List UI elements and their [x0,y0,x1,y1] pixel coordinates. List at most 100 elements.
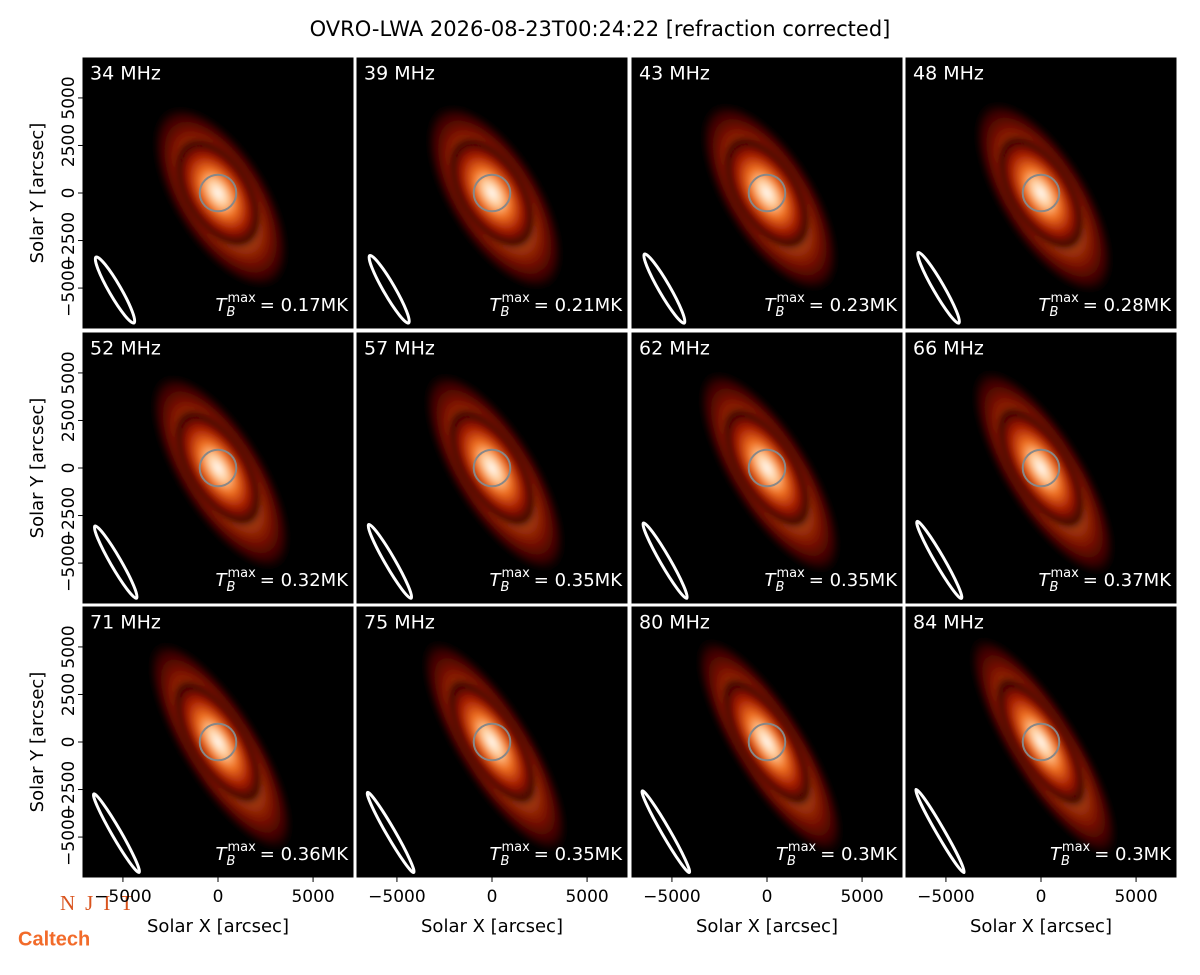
x-tick-label: −5000 [917,887,975,907]
tb-symbol: T [490,570,503,591]
emission [149,372,292,572]
panel-title: 57 MHz [364,338,435,360]
y-tick-label: −5000 [59,259,79,317]
y-tick-label: 0 [59,463,79,474]
tb-value: = 0.35MK [534,570,623,591]
panel [632,333,902,603]
x-tick-label: 0 [762,887,773,907]
tb-symbol: T [490,295,503,316]
tb-superscript: max [501,840,530,855]
emission [420,637,569,855]
panel [357,607,627,877]
y-tick-label: 0 [59,737,79,748]
y-tick-label: −5000 [59,808,79,866]
x-axis-label: Solar X [arcsec] [696,916,838,937]
x-tick-label: −5000 [368,887,426,907]
panel-frame [356,57,628,329]
tb-subscript: B [1061,854,1070,869]
solar-disk [747,173,787,213]
tb-value: = 0.3MK [1094,844,1172,865]
y-tick-label: −2500 [59,212,79,270]
tb-subscript: B [227,305,236,320]
x-axis-label: Solar X [arcsec] [970,916,1112,937]
tb-max-label: TBmax = 0.3MK [776,840,898,869]
y-tick-label: −2500 [59,487,79,545]
x-tick-label: 5000 [565,887,608,907]
panel [906,607,1176,877]
panel [83,333,353,603]
y-tick-label: 2500 [59,124,79,167]
panel-title: 80 MHz [639,612,710,634]
tb-value: = 0.28MK [1083,295,1172,316]
tb-subscript: B [501,305,510,320]
beam [641,521,689,600]
emission-core [995,676,1087,808]
beam [916,250,961,325]
panel-frame [631,332,903,604]
tb-superscript: max [1050,291,1079,306]
tb-max-label: TBmax = 0.17MK [216,291,350,320]
tb-subscript: B [787,854,796,869]
tb-max-label: TBmax = 0.21MK [490,291,624,320]
tb-superscript: max [227,840,256,855]
tb-value: = 0.3MK [820,844,898,865]
solar-disk [747,722,787,762]
tb-max-label: TBmax = 0.23MK [765,291,899,320]
panel-title: 43 MHz [639,63,710,85]
tb-value: = 0.37MK [1083,570,1172,591]
beam [91,792,141,874]
emission [425,102,565,292]
tb-subscript: B [501,580,510,595]
tb-subscript: B [776,305,785,320]
emission-core [447,407,537,529]
panel [83,58,353,328]
tb-superscript: max [1062,840,1091,855]
beam [642,252,687,325]
x-axis-label: Solar X [arcsec] [147,916,289,937]
tb-symbol: T [216,295,229,316]
emission-core [448,136,536,250]
tb-value: = 0.23MK [809,295,898,316]
logo-njit: NJIT [60,891,143,915]
tb-superscript: max [227,291,256,306]
panel-title: 34 MHz [90,63,161,85]
emission-core [996,405,1086,531]
panel [632,607,902,877]
panel-frame [905,332,1177,604]
y-tick-label: 2500 [59,673,79,716]
tb-superscript: max [227,566,256,581]
emission-core [174,137,262,249]
beam [640,789,692,875]
panel [83,607,353,877]
tb-max-label: TBmax = 0.35MK [765,566,899,595]
tb-value: = 0.32MK [260,570,349,591]
emission-core [996,134,1086,252]
panel-frame [905,57,1177,329]
tb-superscript: max [1050,566,1079,581]
x-tick-label: −5000 [643,887,701,907]
tb-symbol: T [765,295,778,316]
emission-core [722,406,812,530]
tb-max-label: TBmax = 0.3MK [1050,840,1172,869]
tb-subscript: B [227,580,236,595]
emission [971,367,1117,577]
emission [423,371,567,574]
beam [92,524,139,600]
y-axis-label: Solar Y [arcsec] [27,398,48,539]
beam [93,255,137,325]
emission-core [721,677,813,807]
beam [915,519,964,600]
x-tick-label: 0 [1036,887,1047,907]
logo-caltech: Caltech [18,928,90,950]
panel-title: 66 MHz [913,338,984,360]
panel-title: 84 MHz [913,612,984,634]
tb-value: = 0.17MK [260,295,349,316]
solar-disk [1021,173,1061,213]
y-tick-label: 2500 [59,399,79,442]
y-axis-label: Solar Y [arcsec] [27,672,48,813]
solar-disk [472,173,512,213]
x-tick-label: 5000 [1114,887,1157,907]
solar-disk [198,722,238,762]
tb-max-label: TBmax = 0.35MK [490,566,624,595]
